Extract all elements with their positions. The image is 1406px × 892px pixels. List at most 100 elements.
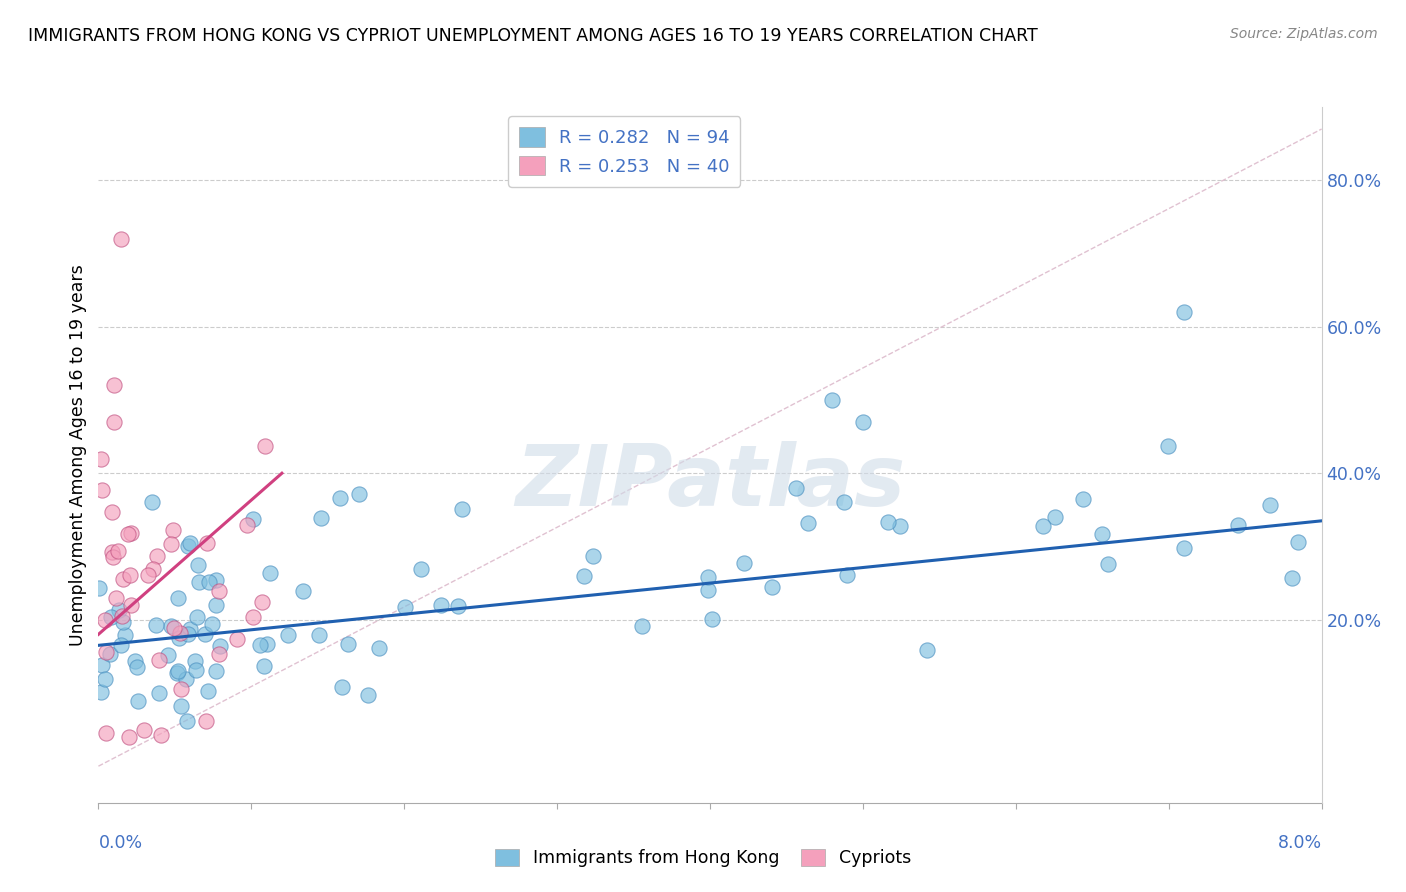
Point: [208, 648, 231, 662]
Point: [877, 515, 900, 529]
Point: [329, 491, 352, 505]
Point: [208, 584, 231, 599]
Point: [146, 549, 169, 563]
Point: [208, 639, 231, 653]
Point: [127, 660, 149, 674]
Point: [834, 494, 856, 508]
Point: [451, 502, 474, 516]
Point: [160, 537, 183, 551]
Point: [186, 558, 208, 573]
Point: [114, 628, 136, 642]
Point: [821, 392, 844, 407]
Point: [108, 603, 131, 617]
Point: [148, 686, 170, 700]
Point: [105, 591, 128, 606]
Point: [249, 638, 271, 652]
Point: [103, 415, 125, 429]
Point: [90, 685, 112, 699]
Point: [111, 573, 134, 587]
Point: [430, 599, 453, 613]
Point: [127, 694, 149, 708]
Point: [134, 723, 156, 737]
Point: [163, 621, 186, 635]
Point: [121, 598, 143, 612]
Point: [176, 714, 198, 728]
Point: [1032, 519, 1054, 533]
Point: [194, 714, 217, 728]
Point: [170, 699, 193, 714]
Point: [205, 573, 228, 587]
Point: [1157, 439, 1180, 453]
Point: [733, 557, 755, 571]
Point: [253, 659, 276, 673]
Point: [174, 672, 197, 686]
Point: [170, 682, 193, 697]
Point: [149, 727, 172, 741]
Point: [337, 637, 360, 651]
Point: [94, 645, 117, 659]
Point: [101, 549, 124, 564]
Point: [277, 628, 299, 642]
Point: [700, 612, 723, 626]
Point: [256, 637, 278, 651]
Point: [291, 583, 314, 598]
Point: [98, 647, 121, 661]
Point: [162, 524, 184, 538]
Point: [1281, 571, 1303, 585]
Point: [347, 487, 370, 501]
Point: [1258, 498, 1281, 512]
Point: [582, 549, 605, 564]
Point: [332, 680, 354, 694]
Point: [1364, 598, 1386, 612]
Point: [198, 574, 221, 589]
Point: [446, 599, 468, 614]
Point: [176, 627, 198, 641]
Point: [124, 654, 146, 668]
Legend: R = 0.282   N = 94, R = 0.253   N = 40: R = 0.282 N = 94, R = 0.253 N = 40: [509, 116, 741, 186]
Point: [201, 617, 224, 632]
Point: [101, 505, 124, 519]
Point: [91, 483, 114, 497]
Point: [696, 570, 718, 584]
Point: [166, 666, 188, 681]
Text: IMMIGRANTS FROM HONG KONG VS CYPRIOT UNEMPLOYMENT AMONG AGES 16 TO 19 YEARS CORR: IMMIGRANTS FROM HONG KONG VS CYPRIOT UNE…: [28, 27, 1038, 45]
Point: [1090, 527, 1112, 541]
Point: [235, 518, 257, 533]
Point: [394, 600, 416, 615]
Point: [195, 536, 218, 550]
Point: [117, 527, 139, 541]
Point: [357, 688, 380, 702]
Point: [205, 598, 228, 612]
Legend: Immigrants from Hong Kong, Cypriots: Immigrants from Hong Kong, Cypriots: [488, 842, 918, 874]
Point: [186, 610, 208, 624]
Point: [1097, 557, 1119, 571]
Point: [120, 568, 142, 582]
Point: [309, 510, 332, 524]
Point: [187, 574, 209, 589]
Point: [1362, 570, 1385, 584]
Point: [167, 632, 190, 646]
Point: [226, 632, 249, 646]
Point: [141, 495, 163, 509]
Point: [167, 591, 190, 606]
Point: [785, 481, 807, 495]
Point: [169, 626, 191, 640]
Text: 8.0%: 8.0%: [1278, 834, 1322, 852]
Point: [631, 618, 654, 632]
Point: [697, 583, 720, 598]
Point: [179, 535, 201, 549]
Point: [111, 608, 134, 623]
Point: [409, 562, 432, 576]
Point: [94, 613, 117, 627]
Point: [167, 664, 190, 678]
Point: [112, 615, 135, 630]
Text: 0.0%: 0.0%: [98, 834, 142, 852]
Point: [194, 626, 217, 640]
Point: [308, 628, 330, 642]
Point: [1319, 540, 1341, 554]
Point: [259, 566, 281, 580]
Text: Source: ZipAtlas.com: Source: ZipAtlas.com: [1230, 27, 1378, 41]
Point: [120, 525, 142, 540]
Y-axis label: Unemployment Among Ages 16 to 19 years: Unemployment Among Ages 16 to 19 years: [69, 264, 87, 646]
Point: [103, 378, 125, 392]
